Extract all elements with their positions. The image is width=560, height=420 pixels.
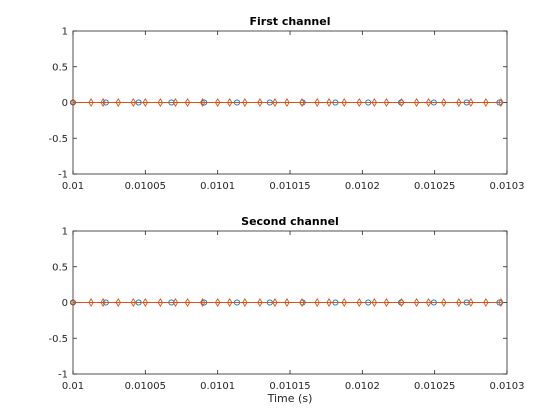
data-point-diamond <box>456 98 462 107</box>
data-point-diamond <box>326 98 332 107</box>
data-point-diamond <box>226 98 233 107</box>
x-tick-label: 0.0101 <box>200 381 235 392</box>
data-point-diamond <box>441 98 447 107</box>
chart-title: Second channel <box>241 215 339 228</box>
data-point-diamond <box>172 298 179 307</box>
data-point-diamond <box>272 98 278 107</box>
subplot-first-channel: First channel 0.01 0.01005 0.0101 0.01015 0.0… <box>48 15 524 192</box>
data-point-diamond <box>383 98 390 107</box>
data-point-diamond <box>214 98 221 107</box>
y-tick-label: 0.5 <box>52 62 68 73</box>
data-point-diamond <box>257 98 263 107</box>
x-tick-label: 0.01015 <box>269 181 310 192</box>
data-point-diamond <box>142 298 149 307</box>
data-point-diamond <box>100 298 106 307</box>
data-point-diamond <box>88 98 94 107</box>
data-point-diamond <box>425 98 432 107</box>
data-point-diamond <box>383 298 390 307</box>
x-tick-label: 0.0102 <box>345 181 380 192</box>
data-point-diamond <box>498 98 504 107</box>
data-point-diamond <box>468 298 474 307</box>
y-tick-label: -1 <box>58 370 68 381</box>
x-tick-label: 0.01 <box>62 381 84 392</box>
data-point-diamond <box>341 98 347 107</box>
data-point-diamond <box>498 298 504 307</box>
x-tick-label: 0.01005 <box>125 381 166 392</box>
y-tick-label: 1 <box>62 227 68 238</box>
data-point-diamond <box>100 98 106 107</box>
x-tick-label: 0.0103 <box>490 181 525 192</box>
data-point-diamond <box>257 298 263 307</box>
x-tick-label: 0.01025 <box>414 381 455 392</box>
data-point-diamond <box>425 298 432 307</box>
data-point-diamond <box>157 98 164 107</box>
data-point-diamond <box>299 98 305 107</box>
x-tick-label: 0.0102 <box>345 381 380 392</box>
y-tick-label: 0 <box>62 98 68 109</box>
chart-title: First channel <box>249 15 330 28</box>
data-point-diamond <box>398 98 405 107</box>
data-point-diamond <box>142 98 149 107</box>
data-point-diamond <box>299 298 305 307</box>
data-point-diamond <box>226 298 233 307</box>
data-point-diamond <box>184 98 191 107</box>
y-tick-label: -1 <box>58 170 68 181</box>
data-point-diamond <box>199 98 206 107</box>
data-point-diamond <box>157 298 164 307</box>
data-point-diamond <box>413 98 420 107</box>
y-tick-label: 0.5 <box>52 262 68 273</box>
data-point-diamond <box>468 98 474 107</box>
data-point-diamond <box>242 298 248 307</box>
data-point-diamond <box>398 298 405 307</box>
x-tick-label: 0.01025 <box>414 181 455 192</box>
y-tick-label: -0.5 <box>48 334 68 345</box>
data-point-diamond <box>483 98 489 107</box>
data-point-diamond <box>326 298 332 307</box>
subplot-second-channel: Second channel 0.01 0.01005 0.0101 0.01015 0.… <box>48 215 524 405</box>
data-point-diamond <box>413 298 420 307</box>
data-point-diamond <box>371 98 378 107</box>
data-point-diamond <box>88 298 94 307</box>
data-point-diamond <box>130 98 137 107</box>
x-tick-label: 0.0103 <box>490 381 525 392</box>
x-tick-label: 0.01015 <box>269 381 310 392</box>
data-point-diamond <box>356 298 363 307</box>
data-point-diamond <box>456 298 462 307</box>
data-point-diamond <box>341 298 347 307</box>
data-point-diamond <box>441 298 447 307</box>
x-tick-label: 0.01 <box>62 181 84 192</box>
data-point-diamond <box>214 298 221 307</box>
y-tick-label: 0 <box>62 298 68 309</box>
y-tick-label: 1 <box>62 27 68 38</box>
data-point-diamond <box>284 98 290 107</box>
data-point-diamond <box>130 298 137 307</box>
x-tick-label: 0.01005 <box>125 181 166 192</box>
data-point-diamond <box>115 98 122 107</box>
x-axis-label: Time (s) <box>267 392 313 405</box>
data-point-diamond <box>371 298 378 307</box>
data-point-diamond <box>199 298 206 307</box>
data-point-diamond <box>184 298 191 307</box>
data-point-diamond <box>70 298 76 307</box>
data-point-diamond <box>314 98 320 107</box>
x-tick-label: 0.0101 <box>200 181 235 192</box>
data-point-diamond <box>242 98 248 107</box>
data-point-diamond <box>70 98 76 107</box>
y-tick-label: -0.5 <box>48 134 68 145</box>
data-point-diamond <box>172 98 179 107</box>
data-point-diamond <box>356 98 363 107</box>
data-point-diamond <box>284 298 290 307</box>
data-point-diamond <box>314 298 320 307</box>
data-point-diamond <box>115 298 122 307</box>
data-point-diamond <box>483 298 489 307</box>
data-point-diamond <box>272 298 278 307</box>
